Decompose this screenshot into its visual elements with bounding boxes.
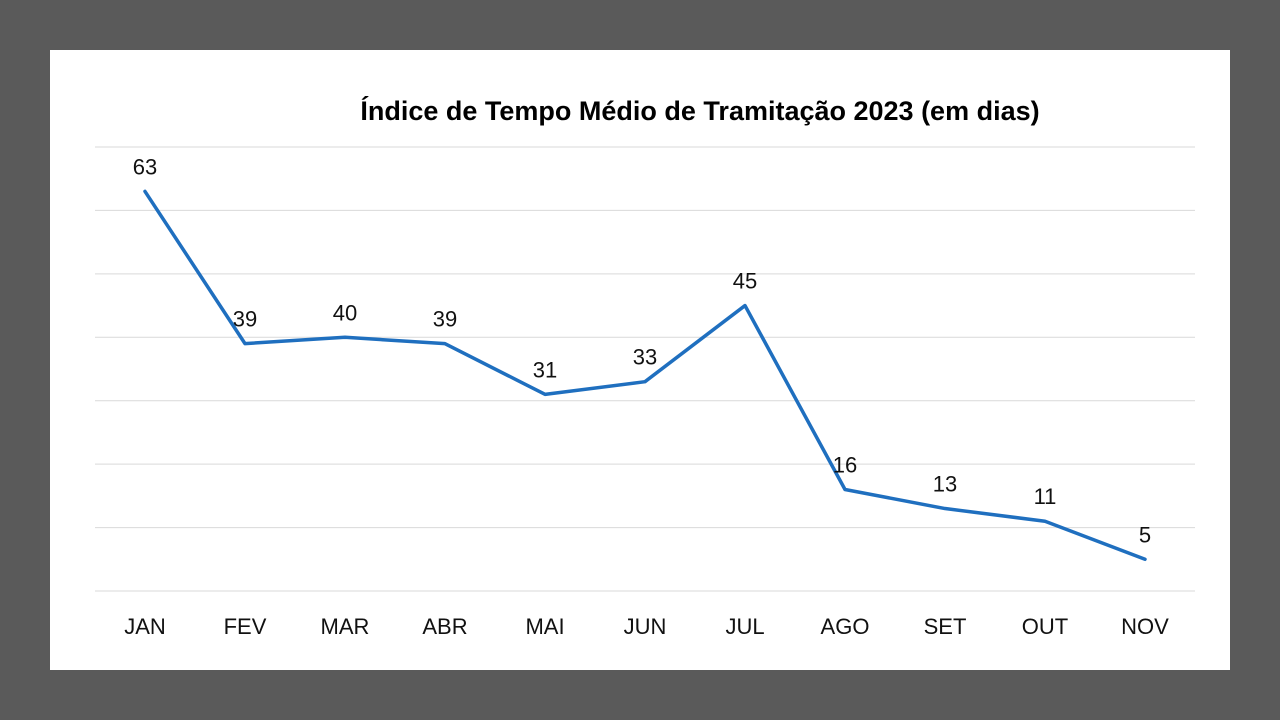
x-tick-label: OUT xyxy=(1022,614,1068,639)
x-tick-label: JUN xyxy=(624,614,667,639)
data-label: 40 xyxy=(333,300,357,325)
x-tick-label: MAR xyxy=(321,614,370,639)
series-line xyxy=(143,189,1147,562)
chart-panel: Índice de Tempo Médio de Tramitação 2023… xyxy=(50,50,1230,670)
x-tick-label: ABR xyxy=(422,614,467,639)
data-label: 63 xyxy=(133,154,157,179)
data-labels: 63 39 40 39 31 33 45 16 13 11 5 xyxy=(133,154,1151,547)
chart-title: Índice de Tempo Médio de Tramitação 2023… xyxy=(360,96,1040,126)
gridlines xyxy=(95,146,1195,592)
x-tick-labels: JAN FEV MAR ABR MAI JUN JUL AGO SET OUT NOV xyxy=(124,614,1169,639)
data-label: 11 xyxy=(1034,484,1057,509)
x-tick-label: NOV xyxy=(1121,614,1169,639)
x-tick-label: FEV xyxy=(224,614,267,639)
x-tick-label: AGO xyxy=(821,614,870,639)
data-label: 13 xyxy=(933,472,957,497)
x-tick-label: JAN xyxy=(124,614,166,639)
data-label: 31 xyxy=(533,357,557,382)
series-lines xyxy=(143,189,1147,562)
data-label: 39 xyxy=(433,307,457,332)
x-tick-label: MAI xyxy=(525,614,564,639)
data-label: 45 xyxy=(733,269,757,294)
x-tick-label: JUL xyxy=(725,614,764,639)
line-chart: 63 39 40 39 31 33 45 16 13 11 5 JAN FEV MAR ABR MAI JUN… xyxy=(95,146,1195,639)
data-label: 16 xyxy=(833,453,857,478)
data-label: 33 xyxy=(633,345,657,370)
x-tick-label: SET xyxy=(924,614,967,639)
data-label: 5 xyxy=(1139,522,1151,547)
data-label: 39 xyxy=(233,307,257,332)
